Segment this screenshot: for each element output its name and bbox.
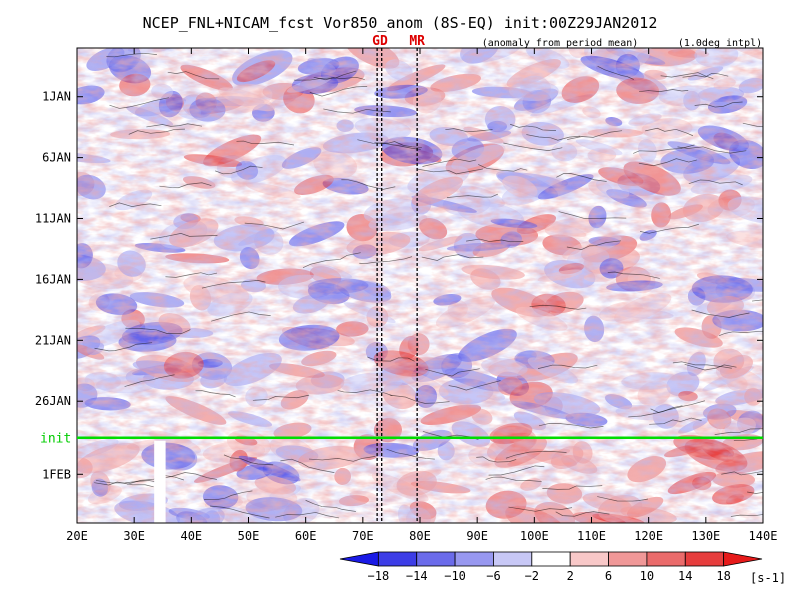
y-tick-label: 16JAN (35, 272, 71, 286)
y-axis: 1JAN 6JAN 11JAN 16JAN 21JAN 26JAN 1FEB (35, 90, 763, 481)
x-tick-label: 120E (634, 529, 663, 543)
colorbar-label: −18 (368, 569, 390, 583)
x-tick-label: 110E (577, 529, 606, 543)
x-tick-label: 50E (238, 529, 260, 543)
x-tick-label: 130E (691, 529, 720, 543)
x-tick-label: 80E (409, 529, 431, 543)
x-tick-label: 100E (520, 529, 549, 543)
station-label: GD (372, 34, 388, 49)
init-label: init (40, 432, 71, 447)
x-axis: 20E 30E 40E 50E 60E 70E 80E 90E 100E 110E 120E 130E… (66, 48, 777, 543)
y-tick-label: 1FEB (42, 467, 71, 481)
y-tick-label: 21JAN (35, 333, 71, 347)
y-tick-label: 6JAN (42, 151, 71, 165)
y-tick-label: 1JAN (42, 90, 71, 104)
chart-subtitle-left: (anomaly from period mean) (482, 38, 639, 49)
colorbar-label: −2 (525, 569, 539, 583)
colorbar-unit: [s-1] (750, 571, 786, 585)
chart-title: NCEP_FNL+NICAM_fcst Vor850_anom (8S-EQ) … (143, 14, 658, 32)
x-tick-label: 60E (295, 529, 317, 543)
colorbar-cell (493, 551, 533, 567)
colorbar-label: 14 (678, 569, 692, 583)
y-tick-label: 11JAN (35, 212, 71, 226)
missing-data-band (154, 440, 166, 523)
chart-subtitle-right: (1.0deg intpl) (678, 38, 762, 49)
colorbar-cell (454, 551, 494, 567)
x-tick-label: 40E (180, 529, 202, 543)
colorbar-cell (569, 551, 609, 567)
y-tick-label: 26JAN (35, 394, 71, 408)
x-tick-label: 20E (66, 529, 88, 543)
vorticity-field (77, 48, 763, 523)
colorbar-label: 2 (567, 569, 574, 583)
colorbar-cell (608, 551, 648, 567)
colorbar-label: 18 (716, 569, 730, 583)
colorbar-cell (377, 551, 418, 567)
x-tick-label: 90E (466, 529, 488, 543)
colorbar-label: −10 (444, 569, 466, 583)
colorbar-cell (684, 551, 725, 567)
colorbar-cell (531, 551, 571, 567)
x-tick-label: 140E (749, 529, 778, 543)
colorbar-cell (416, 551, 456, 567)
colorbar: −18 −14 −10 −6 −2 2 6 10 14 18 (339, 551, 763, 583)
colorbar-cell (646, 551, 686, 567)
station-label: MR (409, 34, 425, 49)
colorbar-label: −6 (486, 569, 500, 583)
x-tick-label: 30E (123, 529, 145, 543)
colorbar-label: 6 (605, 569, 612, 583)
colorbar-cell (339, 551, 379, 567)
colorbar-cell (723, 551, 763, 567)
colorbar-label: −14 (406, 569, 428, 583)
x-tick-label: 70E (352, 529, 374, 543)
colorbar-label: 10 (640, 569, 654, 583)
